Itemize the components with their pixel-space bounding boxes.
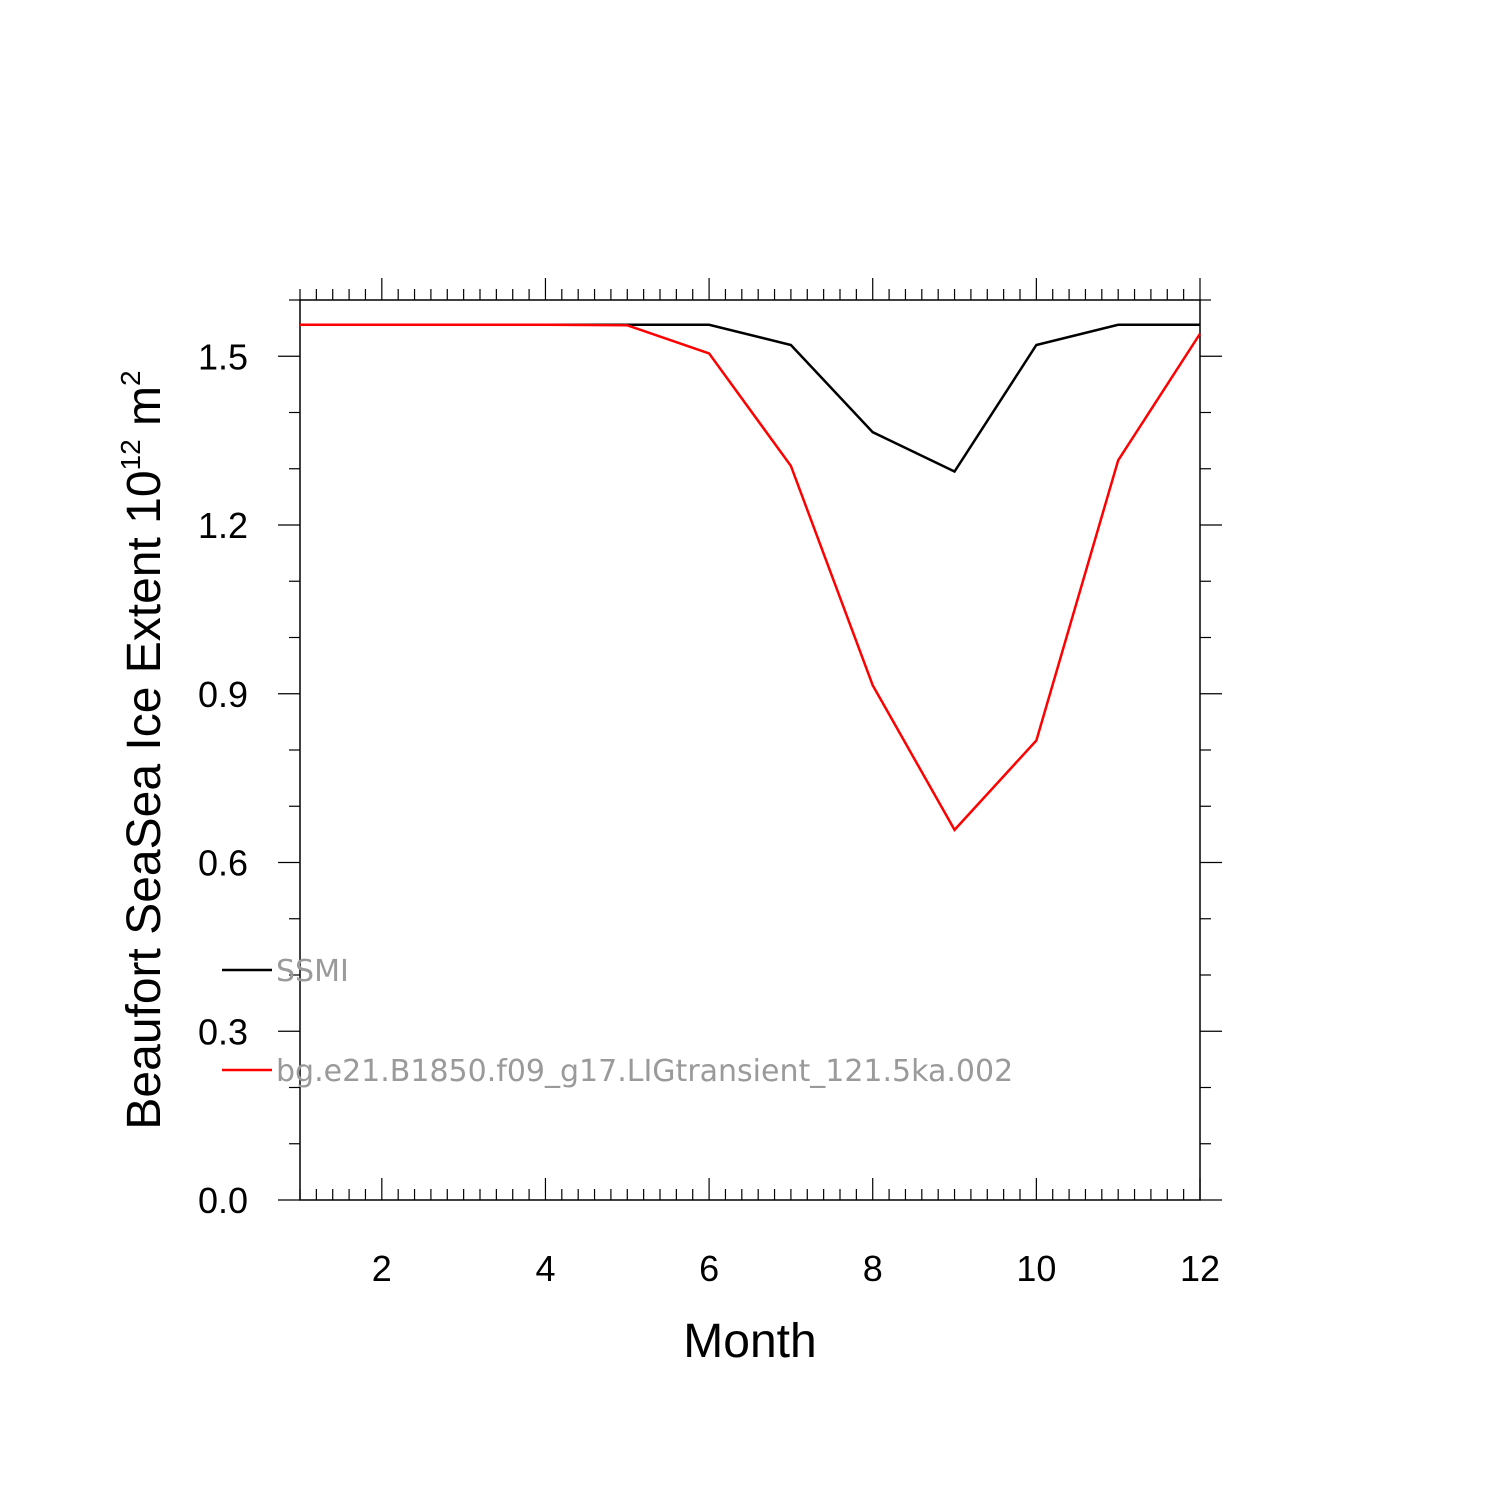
- x-tick-label: 8: [863, 1248, 883, 1289]
- y-tick-label: 0.9: [198, 674, 248, 715]
- x-tick-label: 12: [1180, 1248, 1220, 1289]
- x-tick-label: 10: [1016, 1248, 1056, 1289]
- y-axis-title-text: Beaufort SeaSea Ice Extent 10: [118, 470, 171, 1129]
- x-tick-label: 4: [535, 1248, 555, 1289]
- y-axis-title-unit-exponent: 2: [115, 370, 146, 386]
- legend: SSMI bg.e21.B1850.f09_g17.LIGtransient_1…: [222, 954, 1013, 1089]
- y-tick-label: 0.3: [198, 1011, 248, 1052]
- series-line-0: [300, 323, 1200, 474]
- y-axis-title: Beaufort SeaSea Ice Extent 1012 m2: [115, 370, 171, 1129]
- y-tick-label: 0.6: [198, 843, 248, 884]
- series-line-1: [300, 323, 1202, 832]
- legend-label-model: bg.e21.B1850.f09_g17.LIGtransient_121.5k…: [276, 1054, 1013, 1089]
- axis-ticks: [278, 278, 1222, 1201]
- y-tick-label: 1.5: [198, 336, 248, 377]
- series-lines: [299, 323, 1202, 832]
- legend-label-ssmi: SSMI: [276, 954, 349, 989]
- y-axis-title-exponent: 12: [115, 439, 146, 470]
- x-tick-label: 2: [372, 1248, 392, 1289]
- y-tick-label: 0.0: [198, 1180, 248, 1221]
- y-axis-title-unit: m: [118, 386, 171, 439]
- axis-tick-labels: 2 4 6 8 10 12 0.0 0.3 0.6 0.9 1.2 1.5: [198, 336, 1220, 1289]
- x-axis-title: Month: [683, 1315, 816, 1368]
- y-tick-label: 1.2: [198, 505, 248, 546]
- x-tick-label: 6: [699, 1248, 719, 1289]
